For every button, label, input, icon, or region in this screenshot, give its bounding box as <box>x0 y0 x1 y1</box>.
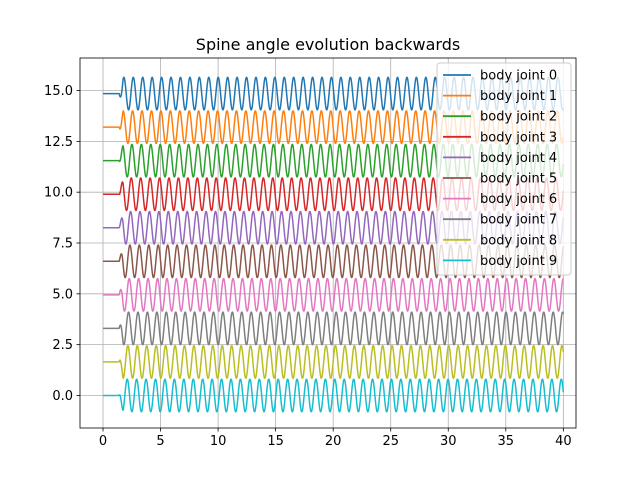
y-tick-label: 12.5 <box>44 135 73 150</box>
x-tick-label: 15 <box>267 434 284 449</box>
legend-label: body joint 7 <box>480 213 557 228</box>
legend-label: body joint 1 <box>480 89 557 104</box>
legend-label: body joint 4 <box>480 151 557 166</box>
y-tick-label: 0.0 <box>52 389 73 404</box>
x-tick-label: 25 <box>382 434 399 449</box>
legend-label: body joint 5 <box>480 172 557 187</box>
chart-title: Spine angle evolution backwards <box>196 35 460 54</box>
y-tick-label: 15.0 <box>44 84 73 99</box>
axis-ticks: 0 5 10 15 20 25 30 35 40 0.0 2.5 5.0 7.5 10.0 12.5 15.0 <box>44 84 572 449</box>
y-tick-label: 5.0 <box>52 287 73 302</box>
series-line-joint-8 <box>102 344 565 379</box>
x-tick-label: 40 <box>555 434 572 449</box>
legend-label: body joint 8 <box>480 233 557 248</box>
y-tick-label: 7.5 <box>52 237 73 252</box>
y-tick-label: 2.5 <box>52 338 73 353</box>
series-line-joint-9 <box>102 378 565 413</box>
legend-label: body joint 3 <box>480 130 557 145</box>
legend: body joint 0 body joint 1 body joint 2 body… <box>436 62 572 276</box>
x-tick-label: 0 <box>99 434 107 449</box>
series-line-joint-6 <box>102 277 564 312</box>
x-tick-label: 20 <box>325 434 342 449</box>
series-line-joint-7 <box>102 311 565 346</box>
x-tick-label: 10 <box>210 434 227 449</box>
y-tick-label: 10.0 <box>44 186 73 201</box>
x-tick-label: 5 <box>156 434 164 449</box>
x-tick-label: 35 <box>498 434 515 449</box>
x-tick-label: 30 <box>440 434 457 449</box>
legend-label: body joint 0 <box>480 69 557 84</box>
legend-label: body joint 6 <box>480 192 557 207</box>
legend-label: body joint 9 <box>480 254 557 269</box>
legend-label: body joint 2 <box>480 110 557 125</box>
